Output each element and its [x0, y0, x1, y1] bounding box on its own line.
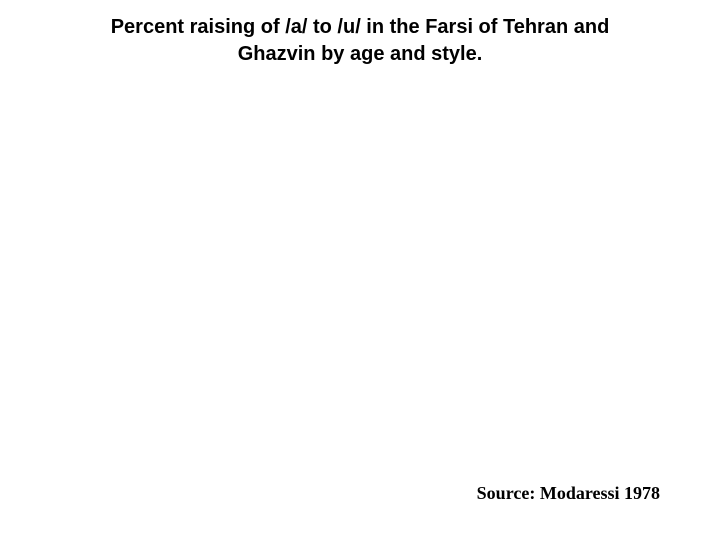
source-citation: Source: Modaressi 1978	[477, 483, 660, 504]
slide-title: Percent raising of /a/ to /u/ in the Far…	[0, 14, 720, 68]
